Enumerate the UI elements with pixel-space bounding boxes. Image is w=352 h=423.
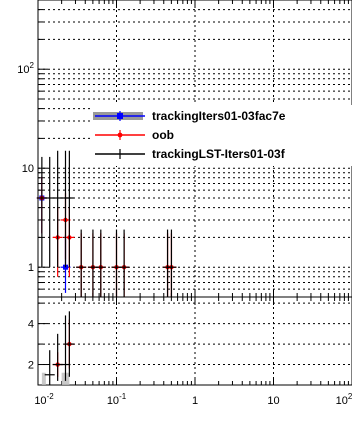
legend-label: oob [152,128,174,142]
ratio-frame [37,296,352,386]
ratio-ytick-label: 2 [28,360,34,372]
x-tick-label: 10-2 [34,392,54,407]
ratio-panel: 24 [28,296,352,386]
x-tick-label: 102 [336,392,352,407]
x-axis: 10-2 10-1 1 10 102 [34,392,352,407]
legend-label: trackingLST-Iters01-03f [152,147,286,161]
legend-marker [117,132,123,138]
x-tick-label: 1 [192,395,198,407]
ratio-ytick-label: 4 [28,319,34,331]
legend: trackingIters01-03fac7e oob trackingLST-It… [90,105,352,166]
uncertainty-band [41,372,46,385]
legend-label: trackingIters01-03fac7e [152,109,286,123]
x-tick-label: 10 [267,395,279,407]
main-ytick-label: 1 [28,262,34,274]
main-ytick-label: 10 [22,163,34,175]
x-tick-label: 10-1 [107,392,127,407]
legend-marker [117,113,123,119]
main-ytick-label: 102 [17,61,34,76]
